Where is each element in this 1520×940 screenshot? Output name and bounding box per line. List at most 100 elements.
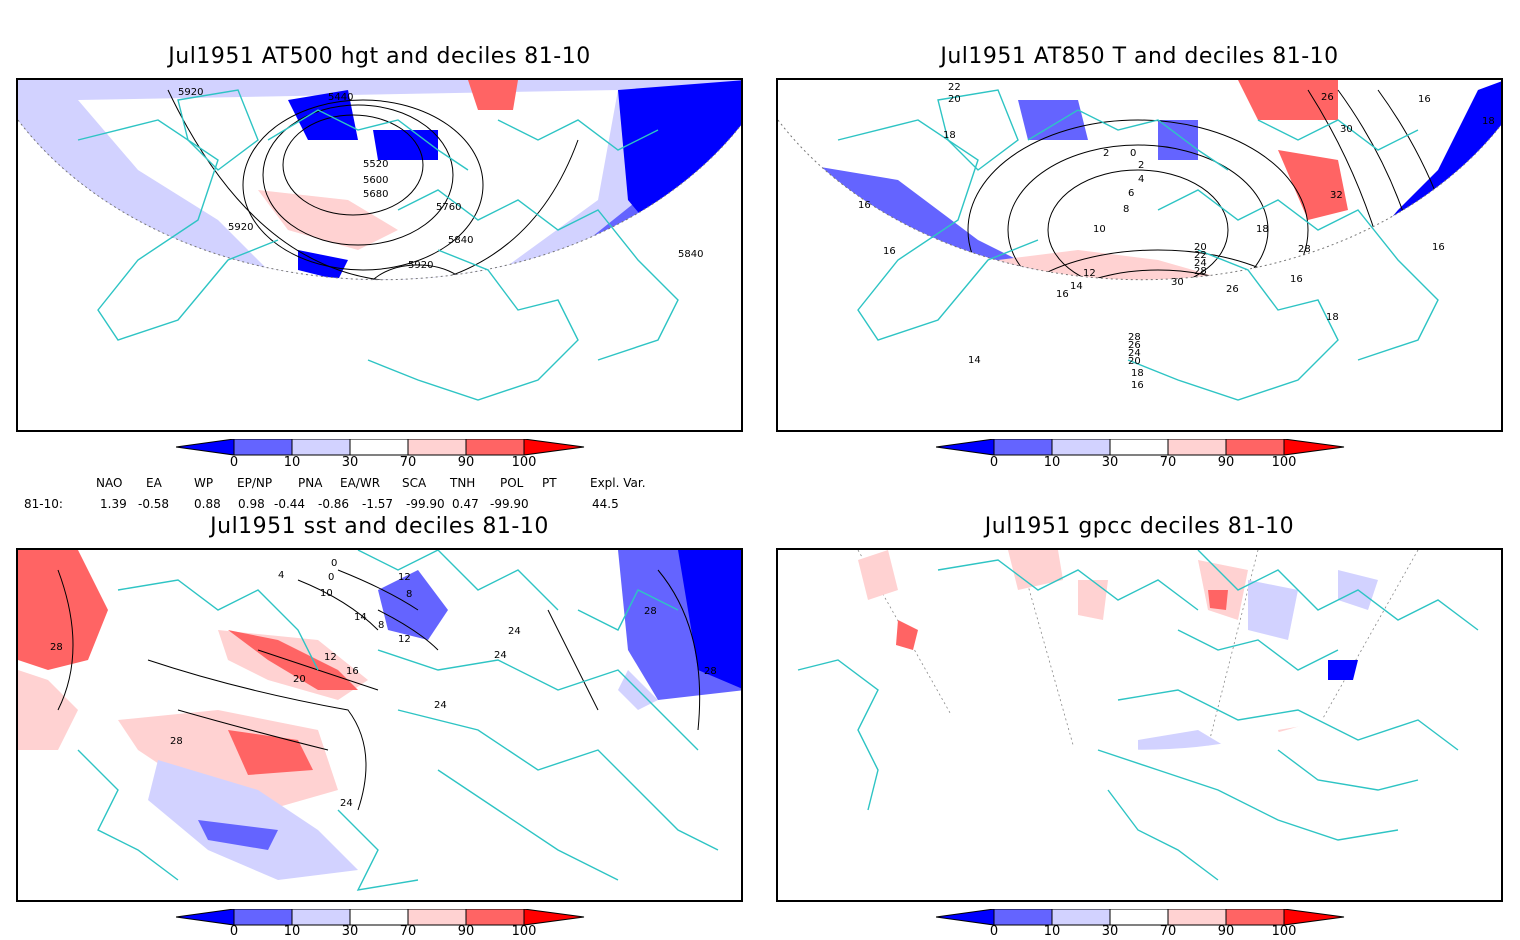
index-value: -99.90 bbox=[406, 497, 445, 511]
contour-label: 5840 bbox=[678, 249, 703, 260]
contour-label: 2 bbox=[1138, 160, 1144, 171]
contour-label: 0 bbox=[1130, 148, 1136, 159]
index-header: NAO bbox=[96, 476, 123, 490]
contour-label: 2 bbox=[1103, 148, 1109, 159]
contour-label: 28 bbox=[1194, 266, 1207, 277]
colorbar-swatch-0 bbox=[935, 438, 995, 456]
contour-label: 28 bbox=[644, 606, 657, 617]
colorbar-swatch-5 bbox=[465, 908, 525, 926]
contour-label: 18 bbox=[943, 130, 956, 141]
map-panel-sst: 0 4 0 10 12 8 14 12 8 16 12 20 28 28 24 … bbox=[16, 548, 743, 902]
contour-label: 26 bbox=[1226, 284, 1239, 295]
contour-label: 26 bbox=[1128, 340, 1141, 351]
colorbar-swatch-3 bbox=[349, 908, 409, 926]
contour-label: 14 bbox=[1070, 281, 1083, 292]
colorbar-tick: 30 bbox=[1101, 455, 1119, 470]
colorbar-swatch-5 bbox=[465, 438, 525, 456]
colorbar-tick: 90 bbox=[457, 924, 475, 939]
contour-label: 5920 bbox=[228, 222, 253, 233]
contour-label: 28 bbox=[704, 666, 717, 677]
colorbar-swatch-1 bbox=[993, 438, 1053, 456]
contour-label: 12 bbox=[398, 634, 411, 645]
index-value: 0.98 bbox=[238, 497, 265, 511]
contour-label: 30 bbox=[1340, 124, 1353, 135]
panel-title-sst: Jul1951 sst and deciles 81-10 bbox=[210, 514, 549, 539]
contour-label: 18 bbox=[1482, 116, 1495, 127]
colorbar-tick: 70 bbox=[399, 924, 417, 939]
contour-label: 5920 bbox=[178, 87, 203, 98]
colorbar-swatch-4 bbox=[1167, 438, 1227, 456]
contour-label: 8 bbox=[406, 589, 412, 600]
colorbar-swatch-1 bbox=[233, 908, 293, 926]
colorbar-swatch-3 bbox=[1109, 438, 1169, 456]
index-header: EP/NP bbox=[237, 476, 273, 490]
colorbar-tick: 30 bbox=[341, 455, 359, 470]
colorbar-swatch-2 bbox=[1051, 908, 1111, 926]
contour-label: 5760 bbox=[436, 202, 461, 213]
contour-label: 4 bbox=[278, 570, 284, 581]
colorbar-swatch-6 bbox=[1283, 438, 1345, 456]
colorbar-tick: 70 bbox=[399, 455, 417, 470]
colorbar-tick: 100 bbox=[1271, 924, 1297, 939]
contour-label: 18 bbox=[1131, 368, 1144, 379]
contour-label: 5920 bbox=[408, 260, 433, 271]
contour-label: 5520 bbox=[363, 159, 388, 170]
index-value: 0.88 bbox=[194, 497, 221, 511]
contour-label: 16 bbox=[1131, 380, 1144, 391]
colorbar-at850: 0 10 30 70 90 100 bbox=[935, 438, 1346, 479]
index-header: PT bbox=[542, 476, 557, 490]
contour-label: 14 bbox=[354, 612, 367, 623]
index-row-label: 81-10: bbox=[24, 497, 63, 511]
contour-label: 0 bbox=[331, 558, 337, 569]
index-value: 1.39 bbox=[100, 497, 127, 511]
index-header: POL bbox=[500, 476, 524, 490]
contour-label: 22 bbox=[1194, 250, 1207, 261]
colorbar-swatch-4 bbox=[407, 438, 467, 456]
colorbar-tick: 0 bbox=[229, 455, 239, 470]
contour-label: 5840 bbox=[448, 235, 473, 246]
colorbar-swatches bbox=[935, 438, 1345, 456]
colorbar-tick: 0 bbox=[229, 924, 239, 939]
map-panel-gpcc bbox=[776, 548, 1503, 902]
panel-title-gpcc: Jul1951 gpcc deciles 81-10 bbox=[984, 514, 1295, 539]
colorbar-swatch-6 bbox=[523, 438, 585, 456]
index-value: -0.44 bbox=[274, 497, 306, 511]
contour-label: 5680 bbox=[363, 189, 388, 200]
contour-label: 8 bbox=[378, 620, 384, 631]
colorbar-swatch-2 bbox=[1051, 438, 1111, 456]
colorbar-tick: 90 bbox=[457, 455, 475, 470]
colorbar-tick: 10 bbox=[283, 924, 301, 939]
contour-label: 16 bbox=[1432, 242, 1445, 253]
index-value: -0.58 bbox=[138, 497, 170, 511]
colorbar-tick: 70 bbox=[1159, 455, 1177, 470]
colorbar-tick: 30 bbox=[1101, 924, 1119, 939]
colorbar-tick: 100 bbox=[511, 455, 537, 470]
contour-label: 22 bbox=[948, 82, 961, 93]
contour-label: 24 bbox=[434, 700, 447, 711]
colorbar-swatches bbox=[175, 438, 585, 456]
colorbar-tick: 10 bbox=[1043, 455, 1061, 470]
contour-label: 24 bbox=[494, 650, 507, 661]
colorbar-swatch-3 bbox=[349, 438, 409, 456]
colorbar-swatch-0 bbox=[935, 908, 995, 926]
contour-label: 28 bbox=[50, 642, 63, 653]
colorbar-tick: 90 bbox=[1217, 924, 1235, 939]
contour-label: 10 bbox=[1093, 224, 1106, 235]
colorbar-tick: 70 bbox=[1159, 924, 1177, 939]
contour-label: 0 bbox=[328, 572, 334, 583]
contour-label: 14 bbox=[968, 355, 981, 366]
contour-label: 12 bbox=[1083, 268, 1096, 279]
contour-label: 24 bbox=[1194, 258, 1207, 269]
colorbar-swatch-2 bbox=[291, 438, 351, 456]
colorbar-swatch-4 bbox=[407, 908, 467, 926]
colorbar-swatch-5 bbox=[1225, 908, 1285, 926]
colorbar-swatch-5 bbox=[1225, 438, 1285, 456]
index-header: EA/WR bbox=[340, 476, 381, 490]
contour-label: 28 bbox=[1298, 244, 1311, 255]
contour-label: 5600 bbox=[363, 175, 388, 186]
contour-label: 12 bbox=[398, 572, 411, 583]
panel-title-at500: Jul1951 AT500 hgt and deciles 81-10 bbox=[168, 44, 591, 69]
colorbar-sst: 0 10 30 70 90 100 bbox=[175, 908, 586, 939]
contour-label: 24 bbox=[508, 626, 521, 637]
contour-label: 26 bbox=[1321, 92, 1334, 103]
